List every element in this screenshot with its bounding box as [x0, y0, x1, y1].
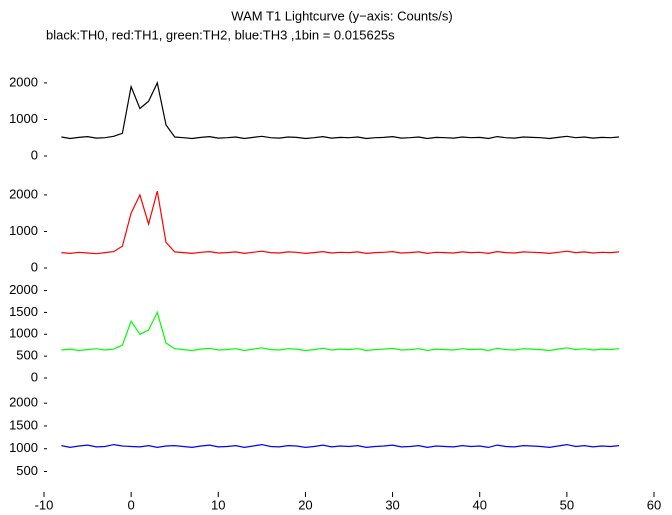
lightcurve-line [61, 191, 620, 255]
y-tick-label: 1000 [9, 223, 38, 238]
y-tick-label: 500 [16, 348, 38, 363]
x-tick-label: 0 [128, 497, 135, 512]
x-tick-label: 60 [647, 497, 661, 512]
y-tick-label: 2000 [9, 186, 38, 201]
chart-subtitle: black:TH0, red:TH1, green:TH2, blue:TH3 … [46, 27, 395, 42]
x-tick-label: 10 [211, 497, 225, 512]
y-tick-label: 0 [31, 147, 38, 162]
y-tick-label: 1000 [9, 326, 38, 341]
y-tick-label: 0 [31, 369, 38, 384]
y-tick-label: 2000 [9, 395, 38, 410]
x-tick-label: 40 [472, 497, 486, 512]
x-tick-label: 20 [298, 497, 312, 512]
y-tick-label: 2000 [9, 74, 38, 89]
lightcurve-line [61, 443, 620, 449]
y-tick-label: 1500 [9, 417, 38, 432]
y-tick-label: 0 [31, 259, 38, 274]
chart-title: WAM T1 Lightcurve (y−axis: Counts/s) [231, 8, 452, 23]
y-tick-label: 1000 [9, 111, 38, 126]
y-tick-label: 500 [16, 463, 38, 478]
x-tick-label: 30 [385, 497, 399, 512]
lightcurve-line [61, 310, 620, 352]
x-tick-label: -10 [35, 497, 54, 512]
y-tick-label: 1500 [9, 304, 38, 319]
y-tick-label: 2000 [9, 282, 38, 297]
lightcurve-line [61, 81, 620, 140]
x-tick-label: 50 [560, 497, 574, 512]
y-tick-label: 1000 [9, 440, 38, 455]
